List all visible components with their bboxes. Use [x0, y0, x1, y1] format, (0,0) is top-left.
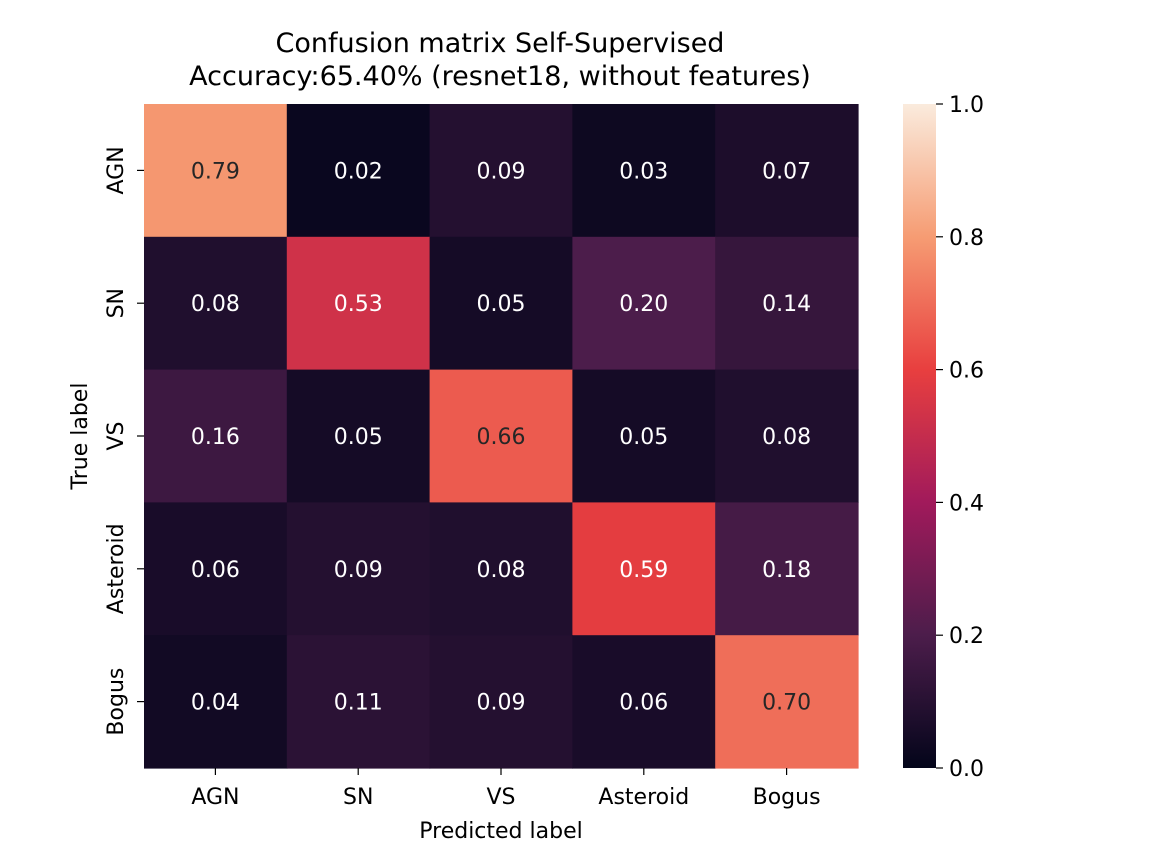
- colorbar-tick-label: 0.2: [949, 624, 984, 649]
- cell-value-label: 0.09: [334, 558, 383, 583]
- x-tick-label: SN: [343, 785, 373, 810]
- y-tick-label: Bogus: [104, 668, 129, 736]
- heatmap-cell: [715, 236, 859, 371]
- heatmap-cell: [572, 104, 716, 238]
- heatmap-cell: [429, 502, 573, 636]
- heatmap-cell: [286, 236, 431, 371]
- y-tick-label: Asteroid: [104, 523, 129, 614]
- colorbar-tick-label: 1.0: [949, 93, 984, 118]
- heatmap-cell: [715, 369, 859, 503]
- cell-value-label: 0.07: [762, 159, 811, 184]
- y-tick-label: SN: [104, 288, 129, 318]
- cell-value-label: 0.79: [191, 159, 240, 184]
- cell-value-label: 0.66: [477, 425, 526, 450]
- cell-value-label: 0.70: [762, 691, 811, 716]
- heatmap-cell: [429, 236, 573, 371]
- cell-value-label: 0.11: [334, 691, 383, 716]
- heatmap-cell: [572, 635, 716, 769]
- x-tick-label: Bogus: [753, 785, 821, 810]
- cell-value-label: 0.05: [334, 425, 383, 450]
- cell-value-label: 0.18: [762, 558, 811, 583]
- cell-value-label: 0.53: [334, 292, 383, 317]
- cell-value-label: 0.59: [619, 558, 668, 583]
- cell-value-label: 0.06: [191, 558, 240, 583]
- colorbar: 0.0 0.2 0.4 0.6 0.8 1.0: [903, 93, 984, 782]
- cell-value-label: 0.09: [477, 159, 526, 184]
- cell-value-label: 0.02: [334, 159, 383, 184]
- colorbar-tick-label: 0.6: [949, 359, 984, 384]
- chart-title-line-1: Confusion matrix Self-Supervised: [275, 28, 725, 59]
- heatmap-cell: [144, 236, 288, 371]
- heatmap-cells: [144, 104, 859, 769]
- heatmap-cell: [572, 502, 716, 636]
- heatmap-value-labels: 0.79 0.02 0.09 0.03 0.07 0.08 0.53 0.05 0.20 0.14…: [191, 159, 811, 715]
- cell-value-label: 0.08: [477, 558, 526, 583]
- heatmap-cell: [715, 104, 859, 238]
- cell-value-label: 0.05: [477, 292, 526, 317]
- heatmap-cell: [572, 369, 716, 503]
- y-axis-label: True label: [68, 383, 93, 491]
- y-tick-label: AGN: [104, 146, 129, 194]
- cell-value-label: 0.04: [191, 691, 240, 716]
- heatmap-cell: [572, 236, 716, 371]
- y-tick-label: VS: [104, 421, 129, 450]
- heatmap-cell: [144, 104, 288, 238]
- heatmap-cell: [715, 502, 859, 636]
- heatmap-cell: [429, 369, 573, 503]
- cell-value-label: 0.06: [619, 691, 668, 716]
- colorbar-tick-label: 0.4: [949, 491, 984, 516]
- colorbar-tick-label: 0.8: [949, 226, 984, 251]
- chart-title-line-2: Accuracy:65.40% (resnet18, without featu…: [189, 61, 811, 92]
- cell-value-label: 0.14: [762, 292, 811, 317]
- cell-value-label: 0.16: [191, 425, 240, 450]
- cell-value-label: 0.05: [619, 425, 668, 450]
- heatmap-cell: [286, 369, 431, 503]
- y-axis-ticks: AGN SN VS Asteroid Bogus: [104, 146, 144, 736]
- x-axis-ticks: AGN SN VS Asteroid Bogus: [191, 768, 821, 810]
- heatmap-cell: [286, 502, 431, 636]
- x-tick-label: AGN: [191, 785, 239, 810]
- heatmap-cell: [144, 502, 288, 636]
- heatmap-cell: [286, 104, 431, 238]
- cell-value-label: 0.09: [477, 691, 526, 716]
- heatmap-cell: [429, 635, 573, 769]
- heatmap-cell: [715, 635, 859, 769]
- heatmap-cell: [144, 635, 288, 769]
- cell-value-label: 0.03: [619, 159, 668, 184]
- cell-value-label: 0.08: [762, 425, 811, 450]
- heatmap-cell: [429, 104, 573, 238]
- heatmap-cell: [286, 635, 431, 769]
- x-axis-label: Predicted label: [419, 819, 582, 844]
- cell-value-label: 0.20: [619, 292, 668, 317]
- heatmap-cell: [144, 369, 288, 503]
- cell-value-label: 0.08: [191, 292, 240, 317]
- x-tick-label: VS: [486, 785, 515, 810]
- colorbar-gradient: [903, 104, 936, 768]
- colorbar-tick-label: 0.0: [949, 757, 984, 782]
- x-tick-label: Asteroid: [598, 785, 689, 810]
